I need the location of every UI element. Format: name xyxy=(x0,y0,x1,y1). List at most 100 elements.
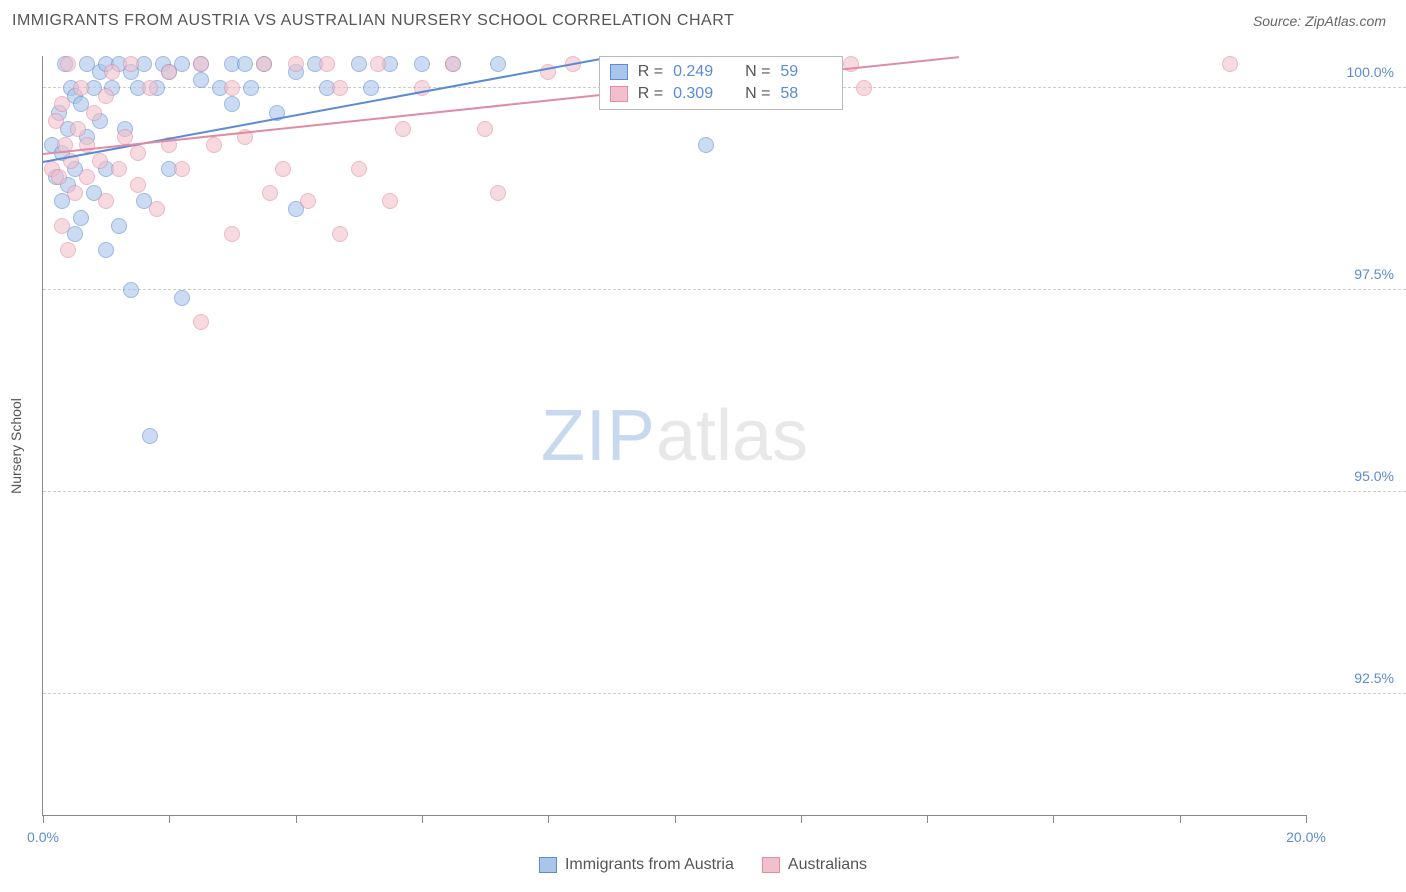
data-point xyxy=(193,72,209,88)
stat-n-value: 59 xyxy=(780,63,832,81)
x-tick-label: 0.0% xyxy=(27,829,59,845)
stat-r-label: R = xyxy=(638,85,663,103)
data-point xyxy=(237,56,253,72)
x-tick xyxy=(422,815,423,823)
data-point xyxy=(332,80,348,96)
data-point xyxy=(319,56,335,72)
data-point xyxy=(117,129,133,145)
legend-item-austria: Immigrants from Austria xyxy=(539,856,734,874)
stats-row: R = 0.309 N = 58 xyxy=(610,83,833,105)
y-tick-label: 97.5% xyxy=(1354,266,1394,282)
x-tick xyxy=(927,815,928,823)
data-point xyxy=(142,428,158,444)
stat-r-value: 0.309 xyxy=(673,85,725,103)
data-point xyxy=(382,193,398,209)
data-point xyxy=(856,80,872,96)
data-point xyxy=(370,56,386,72)
data-point xyxy=(123,56,139,72)
x-tick xyxy=(801,815,802,823)
data-point xyxy=(445,56,461,72)
data-point xyxy=(300,193,316,209)
data-point xyxy=(92,153,108,169)
data-point xyxy=(193,314,209,330)
data-point xyxy=(98,193,114,209)
legend-label-australians: Australians xyxy=(788,856,867,874)
source-attribution: Source: ZipAtlas.com xyxy=(1253,13,1386,29)
data-point xyxy=(490,56,506,72)
stats-swatch xyxy=(610,86,628,102)
data-point xyxy=(477,121,493,137)
y-tick-label: 95.0% xyxy=(1354,468,1394,484)
x-tick xyxy=(1306,815,1307,823)
x-tick-label: 20.0% xyxy=(1286,829,1326,845)
data-point xyxy=(206,137,222,153)
y-axis-label: Nursery School xyxy=(8,398,24,494)
data-point xyxy=(70,121,86,137)
x-tick xyxy=(296,815,297,823)
data-point xyxy=(193,56,209,72)
data-point xyxy=(73,210,89,226)
data-point xyxy=(60,56,76,72)
data-point xyxy=(332,226,348,242)
stat-r-label: R = xyxy=(638,63,663,81)
data-point xyxy=(60,242,76,258)
data-point xyxy=(123,282,139,298)
stat-n-value: 58 xyxy=(780,85,832,103)
data-point xyxy=(111,161,127,177)
data-point xyxy=(414,56,430,72)
data-point xyxy=(224,226,240,242)
x-tick xyxy=(675,815,676,823)
data-point xyxy=(275,161,291,177)
legend-swatch-austria xyxy=(539,857,557,873)
data-point xyxy=(130,145,146,161)
data-point xyxy=(224,80,240,96)
data-point xyxy=(73,80,89,96)
stat-r-value: 0.249 xyxy=(673,63,725,81)
data-point xyxy=(130,177,146,193)
data-point xyxy=(48,113,64,129)
data-point xyxy=(79,169,95,185)
legend-swatch-australians xyxy=(762,857,780,873)
gridline xyxy=(43,491,1406,492)
data-point xyxy=(54,218,70,234)
data-point xyxy=(98,88,114,104)
data-point xyxy=(1222,56,1238,72)
stat-n-label: N = xyxy=(745,63,770,81)
x-tick xyxy=(169,815,170,823)
data-point xyxy=(262,185,278,201)
data-point xyxy=(104,64,120,80)
data-point xyxy=(174,290,190,306)
data-point xyxy=(111,218,127,234)
y-tick-label: 92.5% xyxy=(1354,670,1394,686)
data-point xyxy=(351,56,367,72)
x-tick xyxy=(1053,815,1054,823)
data-point xyxy=(54,96,70,112)
data-point xyxy=(490,185,506,201)
stat-n-label: N = xyxy=(745,85,770,103)
data-point xyxy=(51,169,67,185)
data-point xyxy=(86,105,102,121)
data-point xyxy=(224,96,240,112)
chart-header: IMMIGRANTS FROM AUSTRIA VS AUSTRALIAN NU… xyxy=(0,0,1406,38)
watermark-zip: ZIP xyxy=(541,396,656,476)
data-point xyxy=(256,56,272,72)
data-point xyxy=(243,80,259,96)
watermark: ZIPatlas xyxy=(541,395,808,477)
chart-title: IMMIGRANTS FROM AUSTRIA VS AUSTRALIAN NU… xyxy=(12,12,734,30)
legend: Immigrants from Austria Australians xyxy=(539,856,867,874)
data-point xyxy=(395,121,411,137)
x-tick xyxy=(1180,815,1181,823)
watermark-atlas: atlas xyxy=(656,396,808,476)
data-point xyxy=(142,80,158,96)
data-point xyxy=(698,137,714,153)
data-point xyxy=(288,56,304,72)
x-tick xyxy=(43,815,44,823)
y-tick-label: 100.0% xyxy=(1347,64,1394,80)
stats-row: R = 0.249 N = 59 xyxy=(610,61,833,83)
stats-box: R = 0.249 N = 59 R = 0.309 N = 58 xyxy=(599,56,844,110)
data-point xyxy=(98,242,114,258)
data-point xyxy=(363,80,379,96)
data-point xyxy=(149,201,165,217)
legend-label-austria: Immigrants from Austria xyxy=(565,856,734,874)
gridline xyxy=(43,693,1406,694)
